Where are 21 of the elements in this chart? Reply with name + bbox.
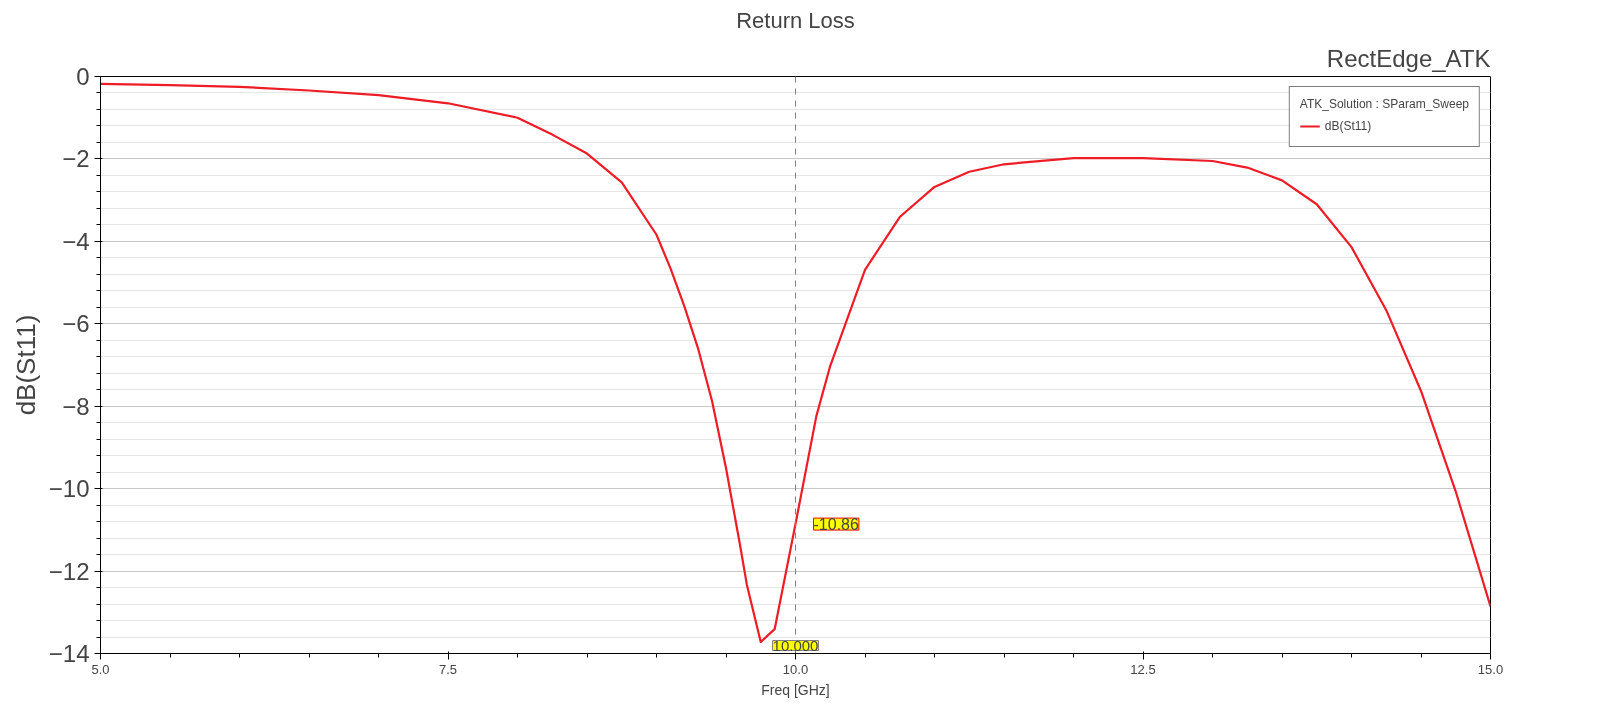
legend-title: ATK_Solution : SParam_Sweep [1299, 97, 1469, 111]
y-tick-label: −4 [62, 227, 90, 255]
y-tick-label: −12 [48, 557, 90, 585]
y-tick-label: −10 [48, 475, 90, 503]
y-tick-label: −14 [48, 640, 90, 667]
y-tick-label: −8 [62, 392, 90, 420]
x-tick-label: 15.0 [1477, 661, 1504, 677]
chart-title: Return Loss [736, 7, 855, 33]
x-tick-label: 5.0 [91, 661, 110, 677]
y-tick-label: 0 [76, 63, 90, 90]
x-tick-label: 12.5 [1130, 661, 1156, 677]
y-axis-title: dB(St11) [10, 314, 41, 416]
x-tick-label: 10.0 [782, 661, 809, 677]
legend-label: dB(St11) [1324, 119, 1372, 133]
annotation: -10.86 [813, 516, 859, 534]
chart-subtitle: RectEdge_ATK [1326, 44, 1491, 72]
x-axis-title: Freq [GHz] [761, 681, 830, 698]
y-tick-label: −2 [62, 145, 90, 173]
y-tick-label: −6 [62, 310, 90, 338]
ref-line-label: 10.000 [772, 636, 819, 654]
x-tick-label: 7.5 [438, 661, 458, 677]
